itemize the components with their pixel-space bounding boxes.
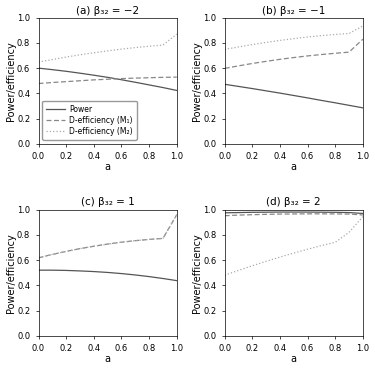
X-axis label: a: a (291, 354, 297, 364)
X-axis label: a: a (105, 162, 111, 172)
Legend: Power, D-efficiency (M₁), D-efficiency (M₂): Power, D-efficiency (M₁), D-efficiency (… (42, 101, 136, 140)
Y-axis label: Power/efficiency: Power/efficiency (6, 233, 15, 313)
X-axis label: a: a (105, 354, 111, 364)
Title: (a) β₃₂ = −2: (a) β₃₂ = −2 (76, 6, 139, 16)
Y-axis label: Power/efficiency: Power/efficiency (6, 41, 15, 121)
Y-axis label: Power/efficiency: Power/efficiency (192, 233, 202, 313)
Title: (c) β₃₂ = 1: (c) β₃₂ = 1 (81, 198, 135, 208)
X-axis label: a: a (291, 162, 297, 172)
Y-axis label: Power/efficiency: Power/efficiency (192, 41, 202, 121)
Title: (d) β₃₂ = 2: (d) β₃₂ = 2 (267, 198, 321, 208)
Title: (b) β₃₂ = −1: (b) β₃₂ = −1 (262, 6, 326, 16)
